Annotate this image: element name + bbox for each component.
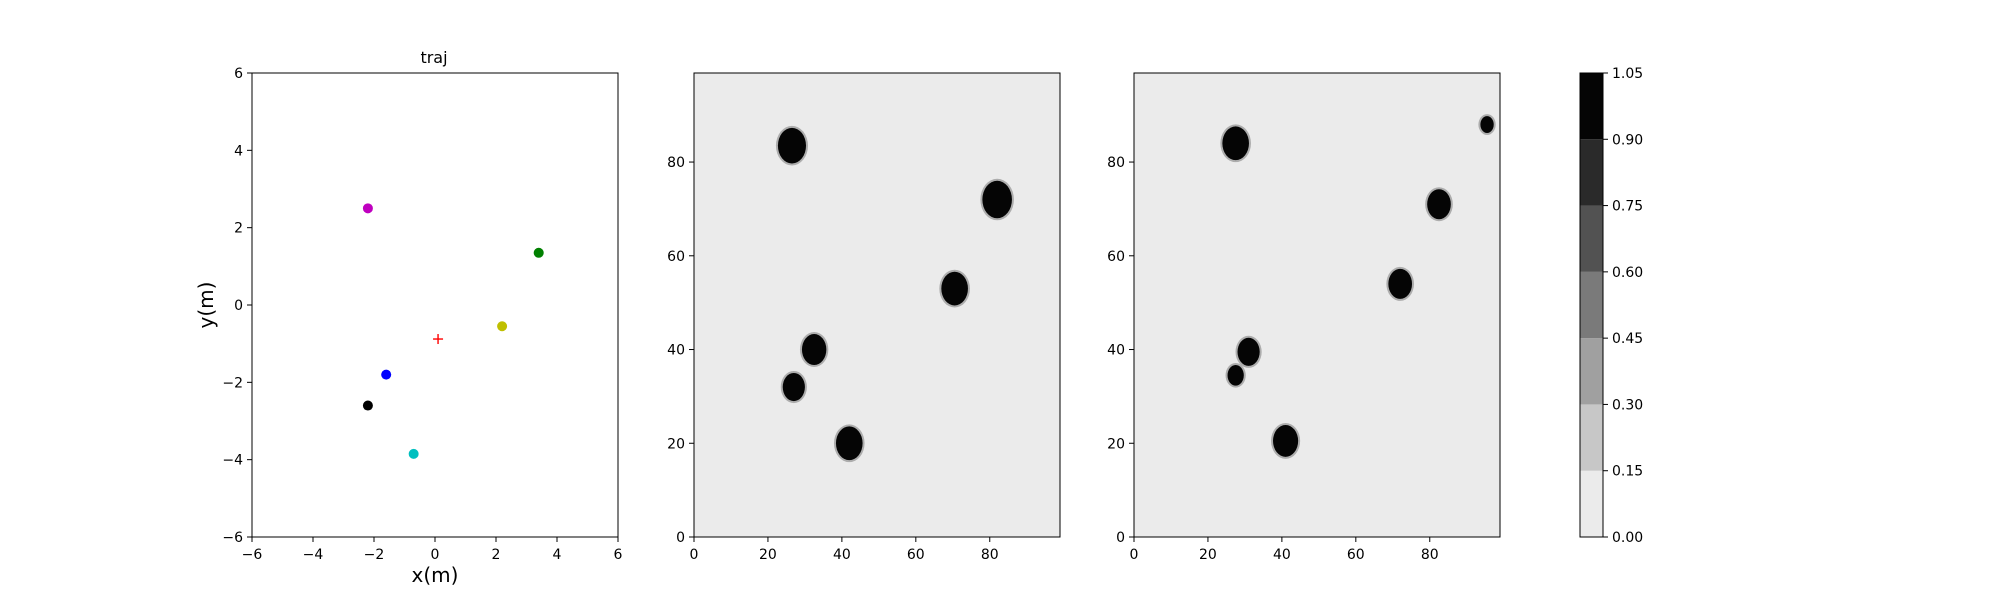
y-tick-label: 80 xyxy=(667,155,685,171)
occupancy-blob xyxy=(1235,335,1262,368)
data-point xyxy=(362,400,373,411)
x-tick-label: −2 xyxy=(364,547,385,563)
colorbar-tick-label: 0.45 xyxy=(1612,331,1643,347)
data-point xyxy=(533,247,544,258)
x-tick-label: 40 xyxy=(833,547,851,563)
colorbar-ticks: 0.00 0.15 0.30 0.45 0.60 0.75 0.90 1.05 xyxy=(1603,66,1643,546)
occupancy-blob xyxy=(799,332,829,367)
occupancy-blob xyxy=(1271,422,1301,459)
traj-x-axis-label: x(m) xyxy=(412,563,459,587)
data-point xyxy=(497,321,508,332)
occupancy-blob xyxy=(1225,362,1246,388)
y-tick-label: 2 xyxy=(234,221,243,237)
colorbar-tick-label: 0.75 xyxy=(1612,199,1643,215)
occupancy-blob xyxy=(1220,124,1251,163)
colorbar-band xyxy=(1580,338,1603,405)
y-tick-label: −4 xyxy=(222,453,243,469)
colorbar-tick-label: 0.30 xyxy=(1612,397,1643,413)
traj-title: traj xyxy=(420,48,447,67)
x-tick-label: 80 xyxy=(1421,547,1439,563)
data-point-plus xyxy=(433,334,444,345)
y-tick-label: 4 xyxy=(234,143,243,159)
colorbar: 0.00 0.15 0.30 0.45 0.60 0.75 0.90 1.05 xyxy=(1579,66,1643,546)
y-tick-label: 40 xyxy=(1107,343,1125,359)
y-tick-label: 0 xyxy=(234,298,243,314)
x-tick-label: 0 xyxy=(690,547,699,563)
occupancy-blob xyxy=(1425,187,1453,222)
traj-y-axis-label: y(m) xyxy=(194,282,218,329)
traj-y-ticks: −6 −4 −2 0 2 4 6 xyxy=(222,66,252,546)
colorbar-tick-label: 0.60 xyxy=(1612,265,1643,281)
y-tick-label: 0 xyxy=(676,530,685,546)
x-tick-label: 0 xyxy=(1130,547,1139,563)
trajectory-panel: traj −6 −4 −2 0 2 4 6 −6 −4 −2 0 2 4 6 x(m) y(m) xyxy=(194,48,623,587)
x-tick-label: −6 xyxy=(242,547,263,563)
x-tick-label: 20 xyxy=(759,547,777,563)
map2-x-ticks: 0 20 40 60 80 xyxy=(1130,537,1439,563)
occupancy-blob xyxy=(980,178,1014,221)
colorbar-bands xyxy=(1580,73,1603,537)
occupancy-blob xyxy=(780,370,807,404)
y-tick-label: −2 xyxy=(222,375,243,391)
colorbar-band xyxy=(1580,470,1603,537)
y-tick-label: −6 xyxy=(222,530,243,546)
occupancy-blob xyxy=(1386,266,1415,301)
occupancy-blob xyxy=(939,269,970,308)
y-tick-label: 80 xyxy=(1107,155,1125,171)
heatmap-panel-2: 0 20 40 60 80 0 20 40 60 80 xyxy=(1107,72,1501,563)
x-tick-label: 60 xyxy=(1347,547,1365,563)
traj-x-ticks: −6 −4 −2 0 2 4 6 xyxy=(242,537,623,563)
x-tick-label: 60 xyxy=(907,547,925,563)
x-tick-label: 2 xyxy=(492,547,501,563)
map1-y-ticks: 0 20 40 60 80 xyxy=(667,155,694,546)
x-tick-label: 20 xyxy=(1199,547,1217,563)
x-tick-label: 4 xyxy=(553,547,562,563)
y-tick-label: 20 xyxy=(667,436,685,452)
map1-plot-area xyxy=(693,72,1061,538)
y-tick-label: 0 xyxy=(1116,530,1125,546)
data-point xyxy=(408,448,419,459)
occupancy-blob xyxy=(775,125,809,166)
occupancy-blob xyxy=(1478,114,1496,135)
heatmap-panel-1: 0 20 40 60 80 0 20 40 60 80 xyxy=(667,72,1061,563)
colorbar-tick-label: 0.00 xyxy=(1612,530,1643,546)
y-tick-label: 60 xyxy=(667,249,685,265)
y-tick-label: 40 xyxy=(667,343,685,359)
x-tick-label: 0 xyxy=(431,547,440,563)
colorbar-tick-label: 0.90 xyxy=(1612,132,1643,148)
x-tick-label: 80 xyxy=(981,547,999,563)
data-point xyxy=(362,203,373,214)
colorbar-band xyxy=(1580,73,1603,140)
colorbar-tick-label: 0.15 xyxy=(1612,464,1643,480)
traj-plot-area xyxy=(251,72,619,538)
y-tick-label: 20 xyxy=(1107,436,1125,452)
y-tick-label: 60 xyxy=(1107,249,1125,265)
map2-plot-area xyxy=(1133,72,1501,538)
colorbar-band xyxy=(1580,139,1603,206)
map2-y-ticks: 0 20 40 60 80 xyxy=(1107,155,1134,546)
map1-blobs xyxy=(775,125,1014,463)
x-tick-label: −4 xyxy=(303,547,324,563)
traj-points xyxy=(362,203,544,459)
y-tick-label: 6 xyxy=(234,66,243,82)
colorbar-band xyxy=(1580,271,1603,339)
x-tick-label: 40 xyxy=(1273,547,1291,563)
occupancy-blob xyxy=(833,424,865,463)
colorbar-band xyxy=(1580,404,1603,471)
data-point xyxy=(381,369,392,380)
x-tick-label: 6 xyxy=(614,547,623,563)
colorbar-band xyxy=(1580,205,1603,272)
colorbar-tick-label: 1.05 xyxy=(1612,66,1643,82)
map1-x-ticks: 0 20 40 60 80 xyxy=(690,537,999,563)
map2-blobs xyxy=(1220,114,1496,459)
